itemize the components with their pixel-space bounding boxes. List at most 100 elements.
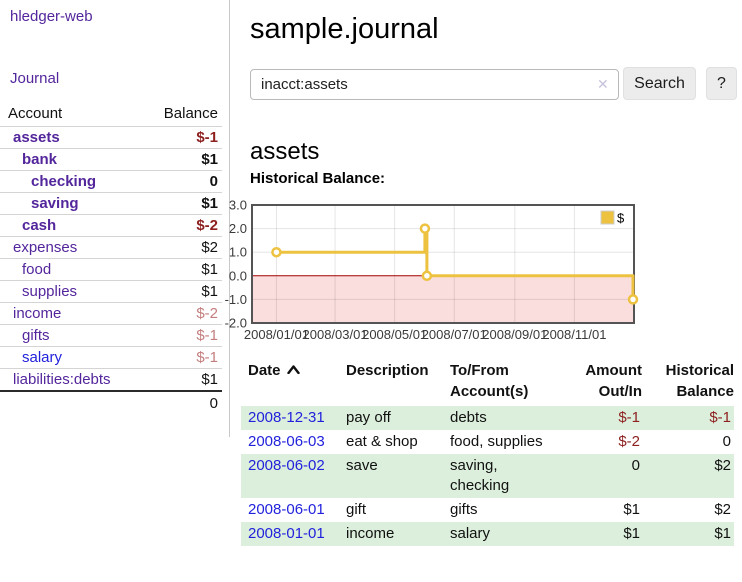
accounts-total-value: 0 — [209, 395, 218, 412]
register-table: Date Description To/From Account(s) Amou… — [241, 358, 734, 546]
transaction-date-link[interactable]: 2008-06-01 — [248, 501, 325, 518]
data-point[interactable] — [271, 246, 282, 258]
account-row: checking 0 — [0, 170, 222, 193]
search-form: ✕ Search ? — [250, 67, 742, 101]
sidebar-account-link-gifts[interactable]: gifts — [22, 327, 50, 344]
y-tick-label: 0.0 — [229, 268, 247, 283]
sidebar-account-link-expenses[interactable]: expenses — [13, 239, 78, 256]
chart-border — [251, 204, 635, 324]
search-input[interactable] — [250, 69, 619, 100]
transaction-amount: $-2 — [618, 433, 640, 450]
sidebar-account-link-food[interactable]: food — [22, 261, 52, 278]
transaction-row: 2008-01-01 income salary $1 $1 — [241, 522, 734, 546]
clear-search-icon[interactable]: ✕ — [597, 76, 609, 92]
account-row: supplies $1 — [0, 280, 222, 303]
accounts-header-account: Account — [8, 105, 63, 122]
x-tick-label: 2008/09/01 — [482, 327, 547, 342]
account-balance: $1 — [201, 261, 218, 278]
sidebar-account-link-assets[interactable]: assets — [13, 129, 60, 146]
transaction-row: 2008-06-02 save saving, checking 0 $2 — [241, 454, 734, 498]
accounts-header-row: Account Balance — [0, 102, 222, 127]
account-row: assets $-1 — [0, 126, 222, 149]
account-row: cash $-2 — [0, 214, 222, 237]
account-row: liabilities:debts $1 — [0, 368, 222, 392]
account-balance: $-1 — [196, 349, 218, 366]
sidebar-account-link-liabilities-debts[interactable]: liabilities:debts — [13, 371, 111, 388]
transaction-balance: $2 — [714, 501, 731, 518]
register-header-accounts: To/From Account(s) — [450, 362, 529, 400]
search-button[interactable]: Search — [623, 67, 696, 100]
help-button[interactable]: ? — [706, 67, 737, 100]
y-tick-label: 2.0 — [229, 221, 247, 236]
legend-swatch — [600, 210, 615, 225]
account-balance: $-1 — [196, 327, 218, 344]
transaction-amount: $1 — [623, 501, 640, 518]
data-point[interactable] — [419, 223, 431, 234]
transaction-description: income — [346, 525, 395, 542]
account-balance: $1 — [201, 151, 218, 168]
account-row: income $-2 — [0, 302, 222, 325]
legend-label: $ — [617, 211, 625, 226]
account-balance: $-2 — [196, 217, 218, 234]
sidebar-account-link-bank[interactable]: bank — [22, 151, 58, 168]
account-balance: $1 — [201, 195, 218, 212]
sort-ascending-icon — [286, 365, 300, 374]
x-tick-label: 2008/03/01 — [303, 327, 368, 342]
transaction-balance: $2 — [714, 457, 731, 474]
transaction-description: eat & shop — [346, 433, 418, 450]
sidebar: hledger-web Journal Account Balance asse… — [0, 0, 230, 437]
account-row: gifts $-1 — [0, 324, 222, 347]
transaction-description: pay off — [346, 409, 391, 426]
transaction-amount: 0 — [631, 457, 640, 474]
account-balance: $2 — [201, 239, 218, 256]
account-balance: 0 — [209, 173, 218, 190]
transaction-date-link[interactable]: 2008-12-31 — [248, 409, 325, 426]
transaction-description: gift — [346, 501, 367, 518]
transaction-balance: $1 — [714, 525, 731, 542]
account-balance: $1 — [201, 283, 218, 300]
transaction-accounts: salary — [450, 525, 491, 542]
transaction-balance: 0 — [722, 433, 731, 450]
register-header-balance: Historical Balance — [665, 362, 734, 400]
transaction-accounts: debts — [450, 409, 487, 426]
account-balance: $-1 — [196, 129, 218, 146]
transaction-accounts: food, supplies — [450, 433, 543, 450]
sidebar-account-link-supplies[interactable]: supplies — [22, 283, 78, 300]
negative-region — [252, 275, 634, 323]
transaction-amount: $-1 — [618, 409, 640, 426]
accounts-total-spacer — [0, 391, 145, 415]
y-tick-label: -1.0 — [225, 292, 247, 307]
register-header-date[interactable]: Date — [241, 358, 346, 406]
sidebar-account-link-cash[interactable]: cash — [22, 217, 57, 234]
data-point[interactable] — [627, 294, 639, 305]
register-header-description: Description — [346, 362, 429, 379]
sidebar-account-link-salary[interactable]: salary — [22, 349, 63, 366]
y-tick-label: 1.0 — [229, 245, 247, 260]
x-tick-label: 2008/05/01 — [362, 327, 427, 342]
chart-title: Historical Balance: — [250, 170, 386, 187]
nav-journal-link[interactable]: Journal — [10, 70, 60, 87]
transaction-accounts: gifts — [450, 501, 478, 518]
account-balance: $1 — [201, 371, 218, 388]
account-row: food $1 — [0, 258, 222, 281]
transaction-date-link[interactable]: 2008-06-03 — [248, 433, 325, 450]
account-row: saving $1 — [0, 192, 222, 215]
transaction-date-link[interactable]: 2008-01-01 — [248, 525, 325, 542]
historical-balance-chart: $3.0 2.0 1.0 0.0 -1.0 -2.02008/01/012008/03/0… — [225, 200, 639, 342]
y-tick-label: -2.0 — [225, 316, 247, 331]
account-balance: $-2 — [196, 305, 218, 322]
page-title: sample.journal — [250, 13, 439, 46]
brand-link[interactable]: hledger-web — [10, 8, 93, 25]
sidebar-account-link-checking[interactable]: checking — [31, 173, 97, 190]
data-point[interactable] — [421, 270, 433, 282]
register-header-amount: Amount Out/In — [585, 362, 642, 400]
x-tick-label: 2008/07/01 — [422, 327, 487, 342]
sidebar-account-link-income[interactable]: income — [13, 305, 62, 322]
account-row: bank $1 — [0, 148, 222, 171]
account-heading: assets — [250, 137, 320, 165]
transaction-date-link[interactable]: 2008-06-02 — [248, 457, 325, 474]
account-row: salary $-1 — [0, 346, 222, 369]
account-row: expenses $2 — [0, 236, 222, 259]
transaction-amount: $1 — [623, 525, 640, 542]
sidebar-account-link-saving[interactable]: saving — [31, 195, 79, 212]
